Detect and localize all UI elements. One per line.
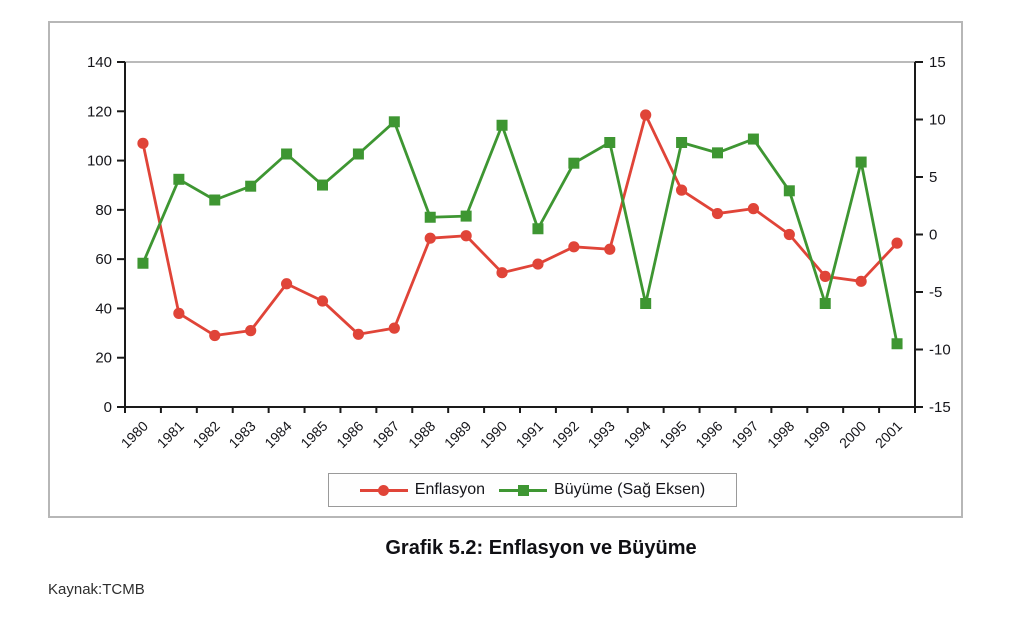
data-point-square — [712, 147, 723, 159]
left-axis-tick-label: 100 — [87, 153, 112, 170]
x-axis-year-label: 1981 — [154, 418, 187, 451]
x-axis-year-label: 1994 — [620, 418, 653, 451]
data-point-circle — [640, 109, 652, 121]
data-point-square — [388, 116, 400, 128]
data-point-circle — [783, 228, 795, 241]
chart-caption: Grafik 5.2: Enflasyon ve Büyüme — [385, 537, 697, 559]
x-axis-year-label: 1989 — [441, 418, 474, 451]
right-axis-tick-label: -15 — [929, 399, 951, 416]
data-point-circle — [137, 137, 149, 149]
buyume-line-marker-icon — [499, 483, 548, 497]
x-axis-year-label: 1998 — [764, 418, 797, 451]
right-axis-tick-label: 0 — [929, 227, 937, 244]
left-axis-tick-label: 20 — [95, 350, 112, 367]
legend-item-buyume: Büyüme (Sağ Eksen) — [499, 481, 705, 499]
x-axis-year-label: 1995 — [656, 418, 689, 451]
data-point-circle — [316, 295, 329, 307]
data-point-square — [460, 210, 472, 222]
x-axis-year-label: 1983 — [225, 418, 258, 451]
left-axis-tick-label: 40 — [95, 300, 112, 317]
data-point-square — [281, 148, 293, 160]
source-note: Kaynak:TCMB — [48, 581, 145, 598]
series-line-enflasyon — [141, 113, 899, 337]
x-axis-year-label: 1980 — [118, 418, 151, 451]
data-point-circle — [675, 184, 688, 196]
square-marker-icon — [517, 484, 529, 496]
data-point-circle — [891, 237, 903, 249]
circle-marker-icon — [378, 484, 390, 496]
data-point-square — [676, 137, 688, 148]
data-point-circle — [388, 322, 400, 334]
legend-label-buyume: Büyüme (Sağ Eksen) — [554, 481, 706, 498]
x-axis-year-label: 1991 — [513, 418, 546, 451]
data-point-square — [209, 194, 221, 206]
left-axis-tick-label: 140 — [87, 54, 112, 71]
series-line-buyume — [141, 120, 899, 346]
x-axis-year-label: 1990 — [477, 418, 510, 451]
right-axis-tick-label: -5 — [929, 284, 942, 301]
data-point-square — [424, 211, 436, 223]
data-point-square — [496, 119, 508, 131]
x-axis-year-label: 1982 — [190, 418, 223, 451]
right-axis-tick-label: 5 — [929, 169, 937, 186]
data-point-square — [604, 137, 616, 148]
data-point-square — [532, 223, 544, 235]
data-point-circle — [460, 230, 472, 242]
data-point-square — [891, 338, 903, 350]
data-point-circle — [532, 258, 544, 270]
data-point-circle — [711, 207, 724, 220]
legend: Enflasyon Büyüme (Sağ Eksen) — [328, 473, 737, 507]
data-point-circle — [245, 325, 257, 337]
x-axis-year-label: 1999 — [800, 418, 833, 451]
left-axis-tick-label: 120 — [87, 103, 112, 120]
data-point-circle — [819, 270, 831, 282]
x-axis-year-label: 1996 — [692, 418, 725, 451]
right-axis-tick-label: -10 — [929, 342, 951, 359]
chart-frame: 0 20 40 60 80 100 120 140 -15 -10 -5 0 5 10 15 1980 1981… — [48, 21, 963, 518]
data-point-square — [747, 133, 759, 145]
data-point-circle — [496, 267, 508, 279]
data-point-circle — [604, 243, 616, 255]
data-point-circle — [568, 241, 580, 253]
right-axis-tick-label: 10 — [929, 112, 946, 129]
chart-canvas: 0 20 40 60 80 100 120 140 -15 -10 -5 0 5 10 15 1980 1981… — [87, 54, 951, 451]
legend-label-enflasyon: Enflasyon — [414, 481, 486, 498]
x-axis-year-label: 2000 — [836, 418, 869, 451]
x-axis-year-label: 1988 — [405, 418, 438, 451]
enflasyon-line-marker-icon — [359, 483, 408, 497]
x-axis-year-label: 1984 — [261, 418, 294, 451]
data-point-circle — [747, 203, 760, 215]
right-axis-tick-label: 15 — [929, 54, 946, 71]
data-point-square — [855, 156, 867, 168]
x-axis-year-label: 1985 — [297, 418, 330, 451]
left-axis-tick-label: 0 — [104, 399, 112, 416]
x-axis-year-label: 1986 — [333, 418, 366, 451]
data-point-circle — [424, 232, 436, 244]
data-point-circle — [209, 329, 221, 342]
left-axis-tick-label: 80 — [95, 202, 112, 219]
x-axis-year-label: 1997 — [728, 418, 761, 451]
left-axis-tick-label: 60 — [95, 251, 112, 268]
data-point-square — [317, 179, 328, 191]
data-point-square — [640, 298, 652, 309]
data-point-square — [173, 173, 185, 185]
data-point-circle — [280, 278, 293, 290]
data-point-square — [819, 298, 831, 309]
data-point-circle — [352, 328, 365, 340]
data-point-square — [137, 257, 149, 269]
data-point-circle — [855, 275, 867, 287]
data-point-square — [245, 180, 257, 192]
legend-item-enflasyon: Enflasyon — [359, 481, 486, 499]
data-point-square — [352, 148, 364, 160]
data-point-circle — [173, 307, 185, 319]
x-axis-year-label: 1992 — [549, 418, 582, 451]
x-axis-year-label: 1993 — [585, 418, 618, 451]
x-axis-year-label: 1987 — [369, 418, 402, 451]
data-point-square — [568, 157, 580, 169]
x-axis-year-label: 2001 — [872, 418, 905, 451]
data-point-square — [783, 185, 795, 197]
